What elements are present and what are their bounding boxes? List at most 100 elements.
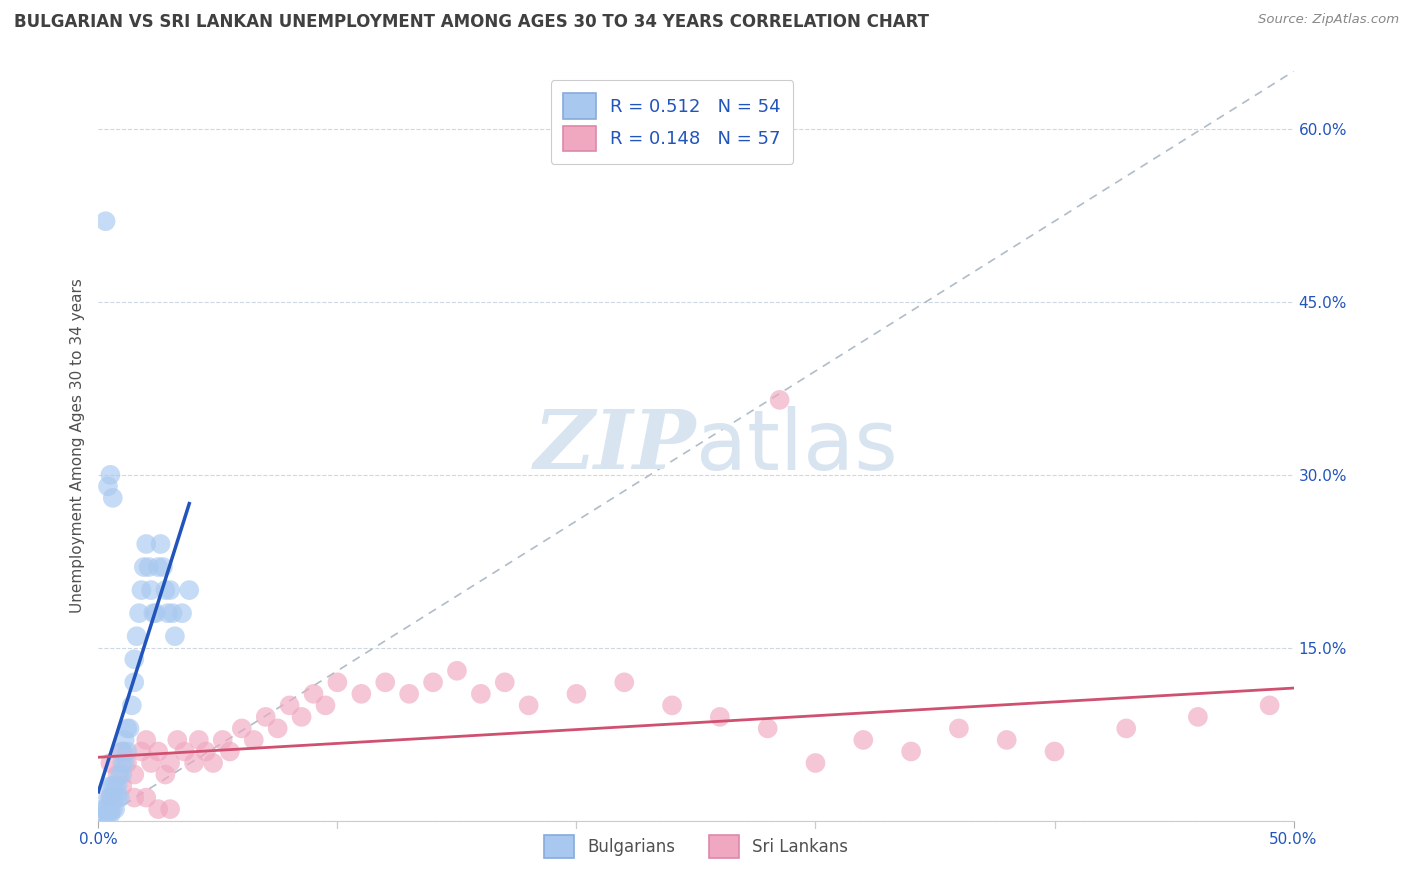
Point: [139, 756, 162, 770]
Point: [111, 767, 134, 781]
Point: [108, 790, 131, 805]
Point: [219, 744, 242, 758]
Point: [470, 687, 492, 701]
Point: [98, 756, 122, 770]
Point: [156, 606, 179, 620]
Point: [121, 698, 143, 713]
Point: [1115, 722, 1137, 736]
Point: [91, 802, 114, 816]
Point: [111, 779, 134, 793]
Point: [565, 687, 588, 701]
Point: [111, 744, 134, 758]
Point: [148, 802, 170, 816]
Point: [187, 733, 209, 747]
Point: [155, 767, 177, 781]
Point: [98, 790, 122, 805]
Point: [149, 537, 172, 551]
Point: [211, 733, 233, 747]
Point: [291, 710, 314, 724]
Point: [267, 722, 290, 736]
Point: [948, 722, 970, 736]
Text: BULGARIAN VS SRI LANKAN UNEMPLOYMENT AMONG AGES 30 TO 34 YEARS CORRELATION CHART: BULGARIAN VS SRI LANKAN UNEMPLOYMENT AMO…: [14, 13, 929, 31]
Point: [94, 802, 117, 816]
Point: [709, 710, 731, 724]
Point: [661, 698, 683, 713]
Point: [179, 583, 201, 598]
Point: [107, 767, 129, 781]
Point: [94, 214, 117, 228]
Point: [350, 687, 373, 701]
Text: Source: ZipAtlas.com: Source: ZipAtlas.com: [1258, 13, 1399, 27]
Point: [135, 537, 157, 551]
Point: [804, 756, 827, 770]
Point: [138, 560, 160, 574]
Point: [142, 606, 165, 620]
Point: [114, 733, 136, 747]
Point: [374, 675, 396, 690]
Point: [145, 606, 167, 620]
Point: [98, 467, 122, 482]
Point: [315, 698, 337, 713]
Point: [756, 722, 779, 736]
Point: [163, 629, 186, 643]
Point: [422, 675, 444, 690]
Point: [115, 756, 138, 770]
Text: atlas: atlas: [696, 406, 897, 486]
Point: [1187, 710, 1209, 724]
Point: [131, 583, 153, 598]
Point: [98, 808, 122, 822]
Point: [97, 790, 120, 805]
Point: [124, 652, 146, 666]
Point: [124, 675, 146, 690]
Point: [852, 733, 875, 747]
Point: [900, 744, 922, 758]
Legend: Bulgarians, Sri Lankans: Bulgarians, Sri Lankans: [537, 828, 855, 864]
Point: [97, 479, 120, 493]
Point: [98, 779, 122, 793]
Point: [104, 779, 127, 793]
Point: [183, 756, 205, 770]
Point: [128, 606, 150, 620]
Point: [101, 779, 124, 793]
Point: [131, 744, 153, 758]
Point: [155, 583, 177, 598]
Point: [202, 756, 225, 770]
Point: [132, 560, 155, 574]
Point: [115, 744, 138, 758]
Point: [107, 779, 129, 793]
Point: [159, 756, 181, 770]
Point: [101, 491, 124, 505]
Text: ZIP: ZIP: [533, 406, 696, 486]
Point: [107, 790, 129, 805]
Point: [517, 698, 540, 713]
Point: [1258, 698, 1281, 713]
Point: [278, 698, 301, 713]
Point: [135, 790, 157, 805]
Point: [326, 675, 349, 690]
Point: [148, 744, 170, 758]
Point: [231, 722, 253, 736]
Point: [254, 710, 277, 724]
Point: [114, 756, 136, 770]
Point: [494, 675, 516, 690]
Point: [1043, 744, 1066, 758]
Point: [104, 802, 127, 816]
Point: [166, 733, 188, 747]
Point: [995, 733, 1018, 747]
Point: [148, 560, 170, 574]
Point: [111, 756, 134, 770]
Point: [111, 744, 134, 758]
Point: [124, 790, 146, 805]
Point: [98, 802, 122, 816]
Point: [108, 767, 131, 781]
Point: [101, 802, 124, 816]
Point: [398, 687, 420, 701]
Point: [94, 808, 117, 822]
Point: [98, 790, 122, 805]
Point: [768, 392, 790, 407]
Point: [159, 802, 181, 816]
Point: [97, 808, 120, 822]
Point: [135, 733, 157, 747]
Point: [104, 790, 127, 805]
Point: [101, 790, 124, 805]
